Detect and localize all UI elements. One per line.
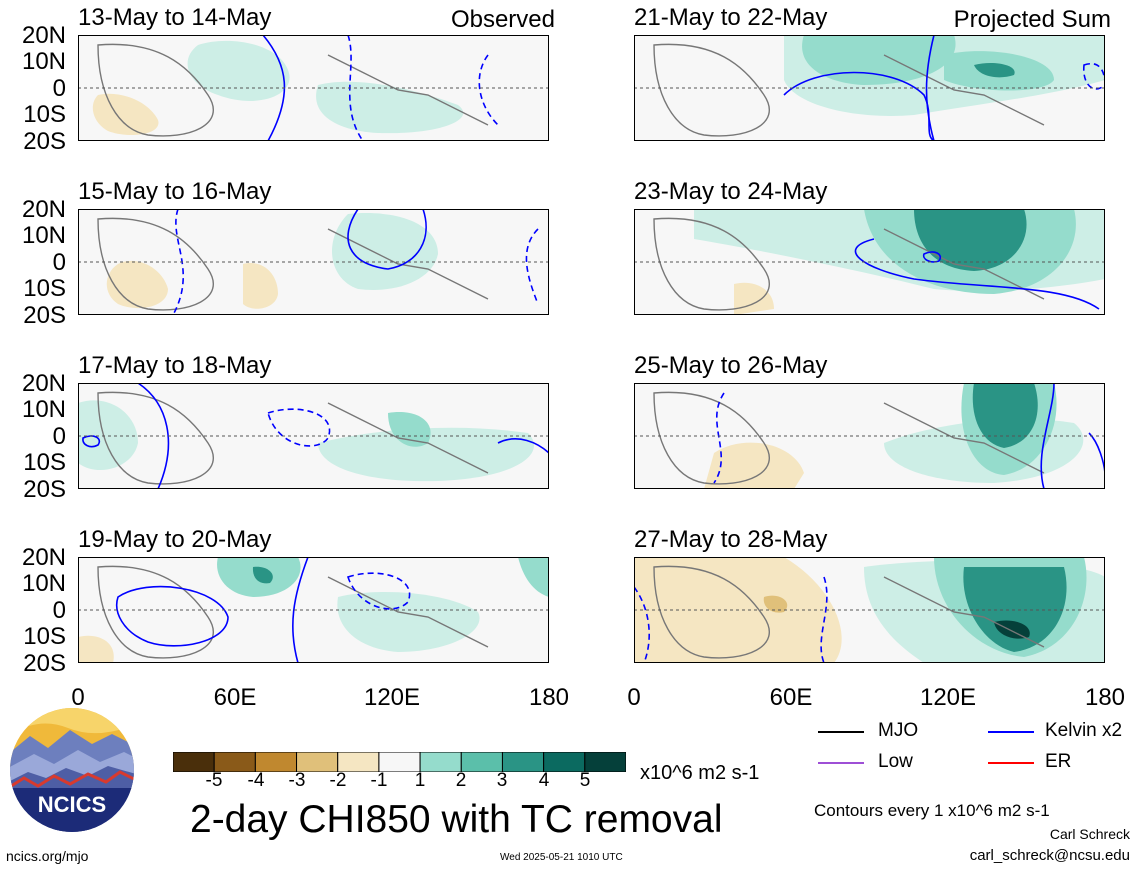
lon-tick-0: 0 [627,684,641,711]
lon-tick-180: 180 [1084,684,1126,711]
map-panel-projected-2 [634,209,1105,315]
colorbar-swatch [254,751,298,773]
lat-tick-10s: 10S [23,449,66,476]
colorbar [172,751,627,773]
ncics-logo-text: NCICS [38,792,106,817]
map-panel-observed-1 [78,35,549,141]
colorbar-swatch [460,751,503,773]
lat-tick-20n: 20N [21,544,66,571]
colorbar-swatch [296,751,339,773]
column-label-observed: Observed [450,6,555,33]
lat-tick-0: 0 [52,597,66,624]
lon-tick-180: 180 [528,684,570,711]
column-label-projected: Projected Sum [953,6,1111,33]
lat-tick-20s: 20S [23,650,66,677]
colorbar-swatch [172,751,215,773]
mjo-legend-line [818,731,864,733]
lat-tick-10n: 10N [21,48,66,75]
author-name: Carl Schreck [1049,826,1130,842]
panel-title-right-3: 25-May to 26-May [634,352,828,379]
product-title: 2-day CHI850 with TC removal [190,798,723,841]
ncics-logo: NCICS [8,706,136,834]
contour-note: Contours every 1 x10^6 m2 s-1 [814,801,1050,820]
map-panel-observed-2 [78,209,549,315]
colorbar-tick-label: 5 [579,770,591,791]
colorbar-tick-label: -1 [370,770,388,791]
lat-tick-20s: 20S [23,128,66,155]
low-legend-label: Low [878,751,913,772]
timestamp: Wed 2025-05-21 1010 UTC [500,852,623,863]
colorbar-tick-label: -5 [205,770,223,791]
mjo-legend-label: MJO [878,720,919,741]
er-legend-line [988,762,1034,764]
colorbar-units: x10^6 m2 s-1 [640,762,760,784]
panel-title-left-2: 15-May to 16-May [78,178,272,205]
lon-tick-0: 0 [71,684,85,711]
map-panel-observed-3 [78,383,549,489]
er-legend-label: ER [1045,751,1072,772]
colorbar-tick-label: 3 [496,770,508,791]
map-panel-observed-4 [78,557,549,663]
panel-title-left-1: 13-May to 14-May [78,4,272,31]
kelvin-legend-label: Kelvin x2 [1045,720,1123,741]
colorbar-swatch [337,751,380,773]
lat-tick-10s: 10S [23,623,66,650]
map-panel-projected-4 [634,557,1105,663]
colorbar-swatch [584,751,627,773]
colorbar-tick-label: -2 [329,770,347,791]
panel-title-left-4: 19-May to 20-May [78,526,272,553]
colorbar-tick-label: -4 [247,770,265,791]
panel-title-right-4: 27-May to 28-May [634,526,828,553]
lat-tick-10n: 10N [21,570,66,597]
lat-tick-10s: 10S [23,101,66,128]
site-link[interactable]: ncics.org/mjo [6,848,89,864]
colorbar-swatch [378,751,421,773]
colorbar-swatch [543,751,586,773]
lon-tick-60e: 60E [213,684,257,711]
colorbar-tick-label: 2 [455,770,467,791]
panel-title-right-1: 21-May to 22-May [634,4,828,31]
lat-tick-10n: 10N [21,396,66,423]
lat-tick-0: 0 [52,75,66,102]
colorbar-tick-label: 1 [414,770,426,791]
panel-title-right-2: 23-May to 24-May [634,178,828,205]
lon-tick-120e: 120E [919,684,977,711]
colorbar-ticks: -5 -4 -3 -2 -1 1 2 3 4 5 [173,770,626,794]
map-panel-projected-3 [634,383,1105,489]
colorbar-swatch [501,751,545,773]
lon-tick-120e: 120E [363,684,421,711]
lat-tick-20n: 20N [21,196,66,223]
lat-tick-0: 0 [52,423,66,450]
lat-tick-20s: 20S [23,302,66,329]
lat-tick-20s: 20S [23,476,66,503]
lat-tick-10s: 10S [23,275,66,302]
map-panel-projected-1 [634,35,1105,141]
kelvin-legend-line [988,731,1034,733]
lon-tick-60e: 60E [769,684,813,711]
lat-tick-20n: 20N [21,22,66,49]
colorbar-graphic [172,751,627,773]
author-email[interactable]: carl_schreck@ncsu.edu [969,847,1130,864]
colorbar-swatch [419,751,462,773]
low-legend-line [818,762,864,764]
colorbar-swatch [213,751,256,773]
panel-title-left-3: 17-May to 18-May [78,352,272,379]
lat-tick-10n: 10N [21,222,66,249]
colorbar-tick-label: 4 [538,770,550,791]
colorbar-tick-label: -3 [288,770,306,791]
lat-tick-0: 0 [52,249,66,276]
lat-tick-20n: 20N [21,370,66,397]
ncics-logo-graphic: NCICS [10,708,134,832]
